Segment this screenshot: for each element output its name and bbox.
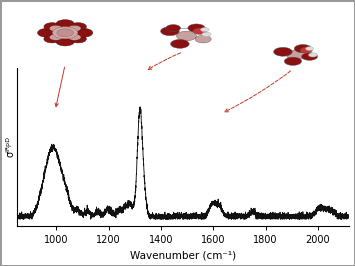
Circle shape: [56, 20, 75, 28]
Circle shape: [53, 27, 78, 39]
Circle shape: [56, 37, 75, 46]
Circle shape: [49, 25, 62, 32]
Circle shape: [44, 35, 60, 43]
Circle shape: [284, 57, 301, 65]
Circle shape: [300, 47, 312, 53]
Circle shape: [68, 25, 81, 32]
Circle shape: [44, 23, 60, 31]
Circle shape: [49, 34, 62, 40]
Circle shape: [286, 50, 306, 60]
Circle shape: [202, 32, 211, 37]
Circle shape: [193, 28, 207, 34]
Circle shape: [170, 39, 189, 48]
Circle shape: [274, 47, 292, 56]
Circle shape: [166, 24, 181, 32]
Circle shape: [68, 34, 81, 40]
Circle shape: [70, 23, 86, 31]
X-axis label: Wavenumber (cm⁻¹): Wavenumber (cm⁻¹): [130, 251, 236, 260]
Circle shape: [201, 28, 209, 32]
Circle shape: [294, 44, 312, 53]
Circle shape: [188, 24, 205, 32]
Circle shape: [57, 29, 73, 37]
Circle shape: [301, 53, 317, 60]
Y-axis label: σᴵᴿᵖᴰ: σᴵᴿᵖᴰ: [6, 136, 16, 157]
Circle shape: [74, 28, 93, 37]
Circle shape: [195, 35, 211, 43]
Circle shape: [70, 35, 86, 43]
Circle shape: [306, 47, 313, 51]
Circle shape: [308, 53, 317, 57]
Circle shape: [176, 31, 197, 41]
Circle shape: [38, 28, 56, 37]
Circle shape: [160, 27, 179, 36]
